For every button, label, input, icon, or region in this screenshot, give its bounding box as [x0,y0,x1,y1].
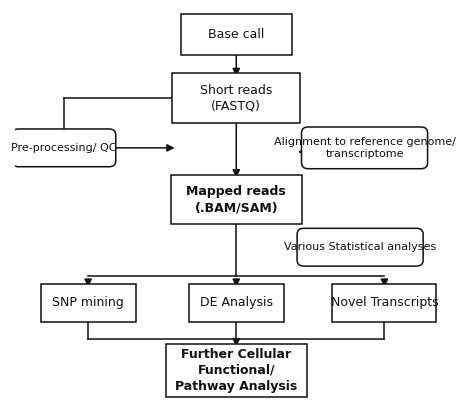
Text: Novel Transcripts: Novel Transcripts [331,296,438,310]
Text: Mapped reads
(.BAM/SAM): Mapped reads (.BAM/SAM) [186,185,286,214]
FancyBboxPatch shape [297,229,423,266]
FancyBboxPatch shape [301,127,428,169]
Text: Alignment to reference genome/
transcriptome: Alignment to reference genome/ transcrip… [273,137,456,159]
FancyBboxPatch shape [181,14,292,56]
FancyBboxPatch shape [165,344,307,397]
Text: DE Analysis: DE Analysis [200,296,273,310]
FancyBboxPatch shape [171,174,301,224]
FancyBboxPatch shape [12,129,116,167]
FancyBboxPatch shape [189,284,284,322]
Text: Base call: Base call [208,28,264,41]
Text: Pre-processing/ QC: Pre-processing/ QC [11,143,117,153]
FancyBboxPatch shape [332,284,437,322]
FancyBboxPatch shape [41,284,136,322]
Text: Short reads
(FASTQ): Short reads (FASTQ) [200,84,273,113]
Text: Further Cellular
Functional/
Pathway Analysis: Further Cellular Functional/ Pathway Ana… [175,348,297,393]
FancyBboxPatch shape [172,73,301,123]
Text: Various Statistical analyses: Various Statistical analyses [284,242,436,252]
Text: SNP mining: SNP mining [52,296,124,310]
